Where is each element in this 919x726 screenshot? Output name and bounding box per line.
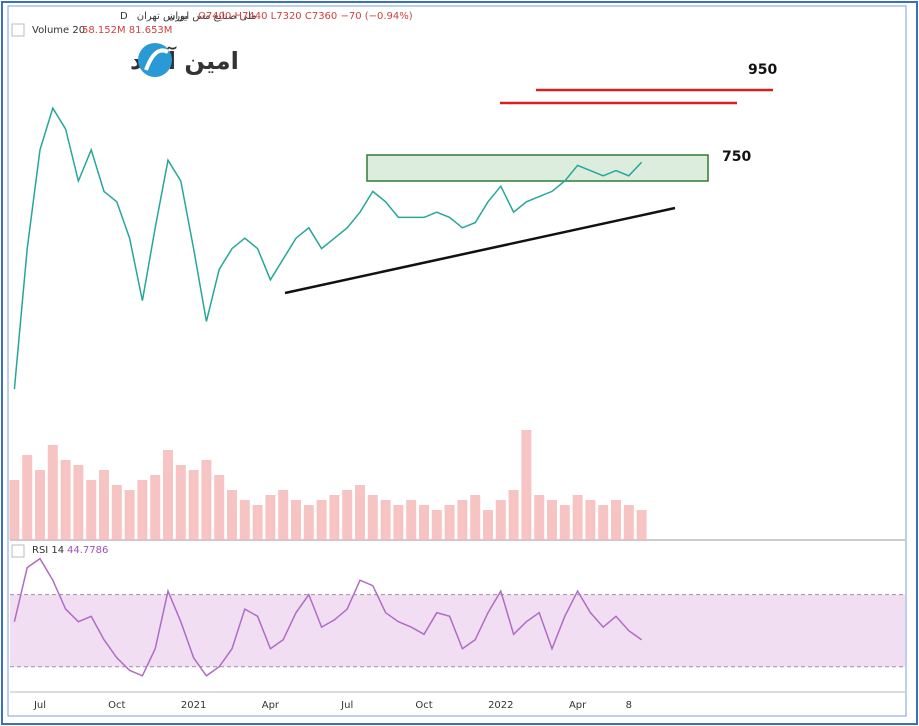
volume-bar	[73, 465, 84, 540]
volume-bar	[470, 495, 481, 540]
volume-bar	[227, 490, 237, 540]
x-tick-label: 2022	[488, 700, 513, 711]
volume-bar	[86, 480, 97, 540]
x-tick-label: Oct	[108, 700, 125, 711]
volume-bar	[521, 430, 532, 540]
series-line	[13, 557, 643, 677]
exchange: بورس تهران	[137, 11, 188, 22]
volume-bar	[22, 455, 33, 540]
volume-bar	[457, 500, 468, 540]
volume-bar	[60, 460, 71, 540]
volume-bar	[419, 505, 429, 540]
volume-bar	[547, 500, 557, 540]
resistance-zone	[366, 154, 709, 182]
volume-bar	[316, 500, 327, 540]
collapse-button[interactable]	[11, 544, 25, 558]
chart-frame	[7, 5, 907, 717]
volume-bar	[611, 500, 621, 540]
volume-bar	[508, 490, 519, 540]
volume-bar	[636, 510, 647, 540]
volume-bar	[406, 500, 417, 540]
volume-bar	[137, 480, 148, 540]
x-tick-label: Apr	[569, 700, 587, 711]
volume-bar	[99, 470, 109, 540]
volume-bar	[9, 480, 20, 540]
trendline	[284, 206, 676, 295]
volume-bar	[367, 495, 378, 540]
volume-bar	[163, 450, 173, 540]
volume-bar	[559, 505, 570, 540]
volume-bar	[201, 460, 212, 540]
volume-legend: Volume 20	[32, 25, 85, 36]
annotation: 750	[722, 149, 751, 165]
volume-bar	[111, 485, 122, 540]
volume-bar	[393, 505, 404, 540]
volume-bar	[585, 500, 596, 540]
volume-bar	[342, 490, 353, 540]
volume-bar	[188, 470, 199, 540]
volume-bar	[431, 510, 442, 540]
x-tick-label: 2021	[181, 700, 206, 711]
volume-bar	[278, 490, 289, 540]
volume-bar	[124, 490, 135, 540]
logo-icon	[138, 43, 172, 77]
volume-bar	[252, 505, 263, 540]
volume-bar	[329, 495, 340, 540]
rsi-band	[10, 594, 905, 667]
interval: D	[120, 11, 128, 22]
x-tick-label: Jul	[340, 700, 353, 711]
volume-bar	[495, 500, 506, 540]
volume-bar	[355, 485, 365, 540]
series-line	[13, 106, 643, 390]
annotation: 950	[748, 62, 777, 78]
volume-bar	[444, 505, 455, 540]
logo-swoosh	[144, 48, 169, 71]
volume-bar	[291, 500, 301, 540]
volume-bar	[598, 505, 609, 540]
volume-bar	[265, 495, 276, 540]
volume-bar	[214, 475, 225, 540]
volume-bar	[35, 470, 45, 540]
volume-bar	[572, 495, 583, 540]
volume-bar	[380, 500, 391, 540]
ohlc: O7400 H7440 L7320 C7360 −70 (−0.94%)	[198, 11, 413, 22]
volume-bar	[47, 445, 58, 540]
collapse-button[interactable]	[11, 23, 25, 37]
volume-bar	[623, 505, 634, 540]
x-tick-label: Oct	[415, 700, 432, 711]
volume-bar	[534, 495, 545, 540]
x-tick-label: Apr	[262, 700, 280, 711]
volume-bar	[239, 500, 250, 540]
symbol: ملی صنایع مس ایران	[168, 11, 257, 22]
volume-bar	[303, 505, 314, 540]
volume-values: 58.152M 81.653M	[82, 25, 172, 36]
x-tick-label: 8	[626, 700, 632, 711]
volume-bar	[483, 510, 493, 540]
rsi-legend: RSI 14	[32, 545, 64, 556]
volume-bar	[175, 465, 186, 540]
rsi-value: 44.7786	[67, 545, 108, 556]
x-tick-label: Jul	[33, 700, 46, 711]
volume-bar	[150, 475, 161, 540]
